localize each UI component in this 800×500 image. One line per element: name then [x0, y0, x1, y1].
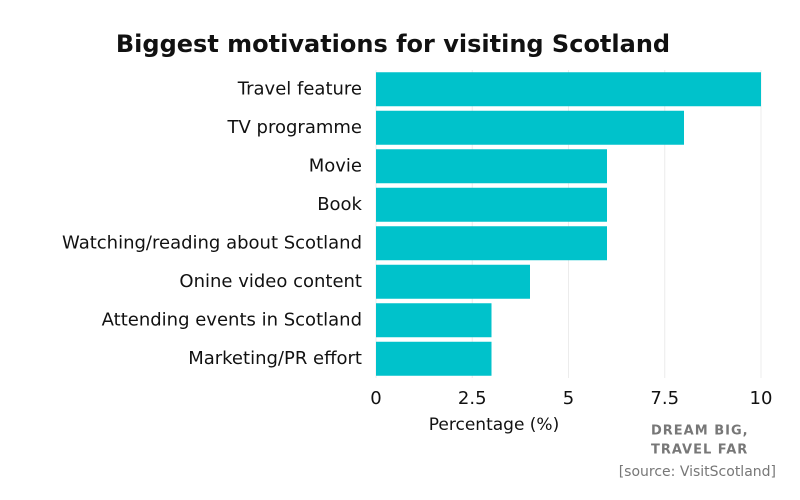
x-tick-label: 10	[750, 388, 773, 409]
bar	[376, 264, 530, 299]
y-tick-label: Movie	[309, 155, 362, 176]
bar	[376, 341, 492, 376]
bar	[376, 226, 607, 261]
bar	[376, 72, 761, 107]
y-tick-label: Marketing/PR effort	[188, 348, 362, 369]
y-tick-label: Attending events in Scotland	[102, 309, 362, 330]
y-tick-label: Book	[317, 194, 362, 215]
y-tick-label: Onine video content	[179, 271, 362, 292]
source-note: [source: VisitScotland]	[619, 464, 776, 480]
x-tick-label: 5	[563, 388, 574, 409]
x-tick-label: 7.5	[650, 388, 679, 409]
chart-title: Biggest motivations for visiting Scotlan…	[116, 30, 670, 58]
y-tick-label: TV programme	[227, 117, 362, 138]
x-tick-label: 2.5	[458, 388, 487, 409]
bar	[376, 187, 607, 222]
y-tick-label: Travel feature	[237, 78, 362, 99]
bar	[376, 149, 607, 184]
x-tick-label: 0	[370, 388, 381, 409]
bar	[376, 303, 492, 338]
bar	[376, 110, 684, 145]
x-axis-label: Percentage (%)	[429, 415, 559, 435]
brand-line: DREAM BIG,	[651, 424, 749, 439]
y-tick-label: Watching/reading about Scotland	[62, 232, 362, 253]
brand-line: TRAVEL FAR	[651, 443, 748, 458]
